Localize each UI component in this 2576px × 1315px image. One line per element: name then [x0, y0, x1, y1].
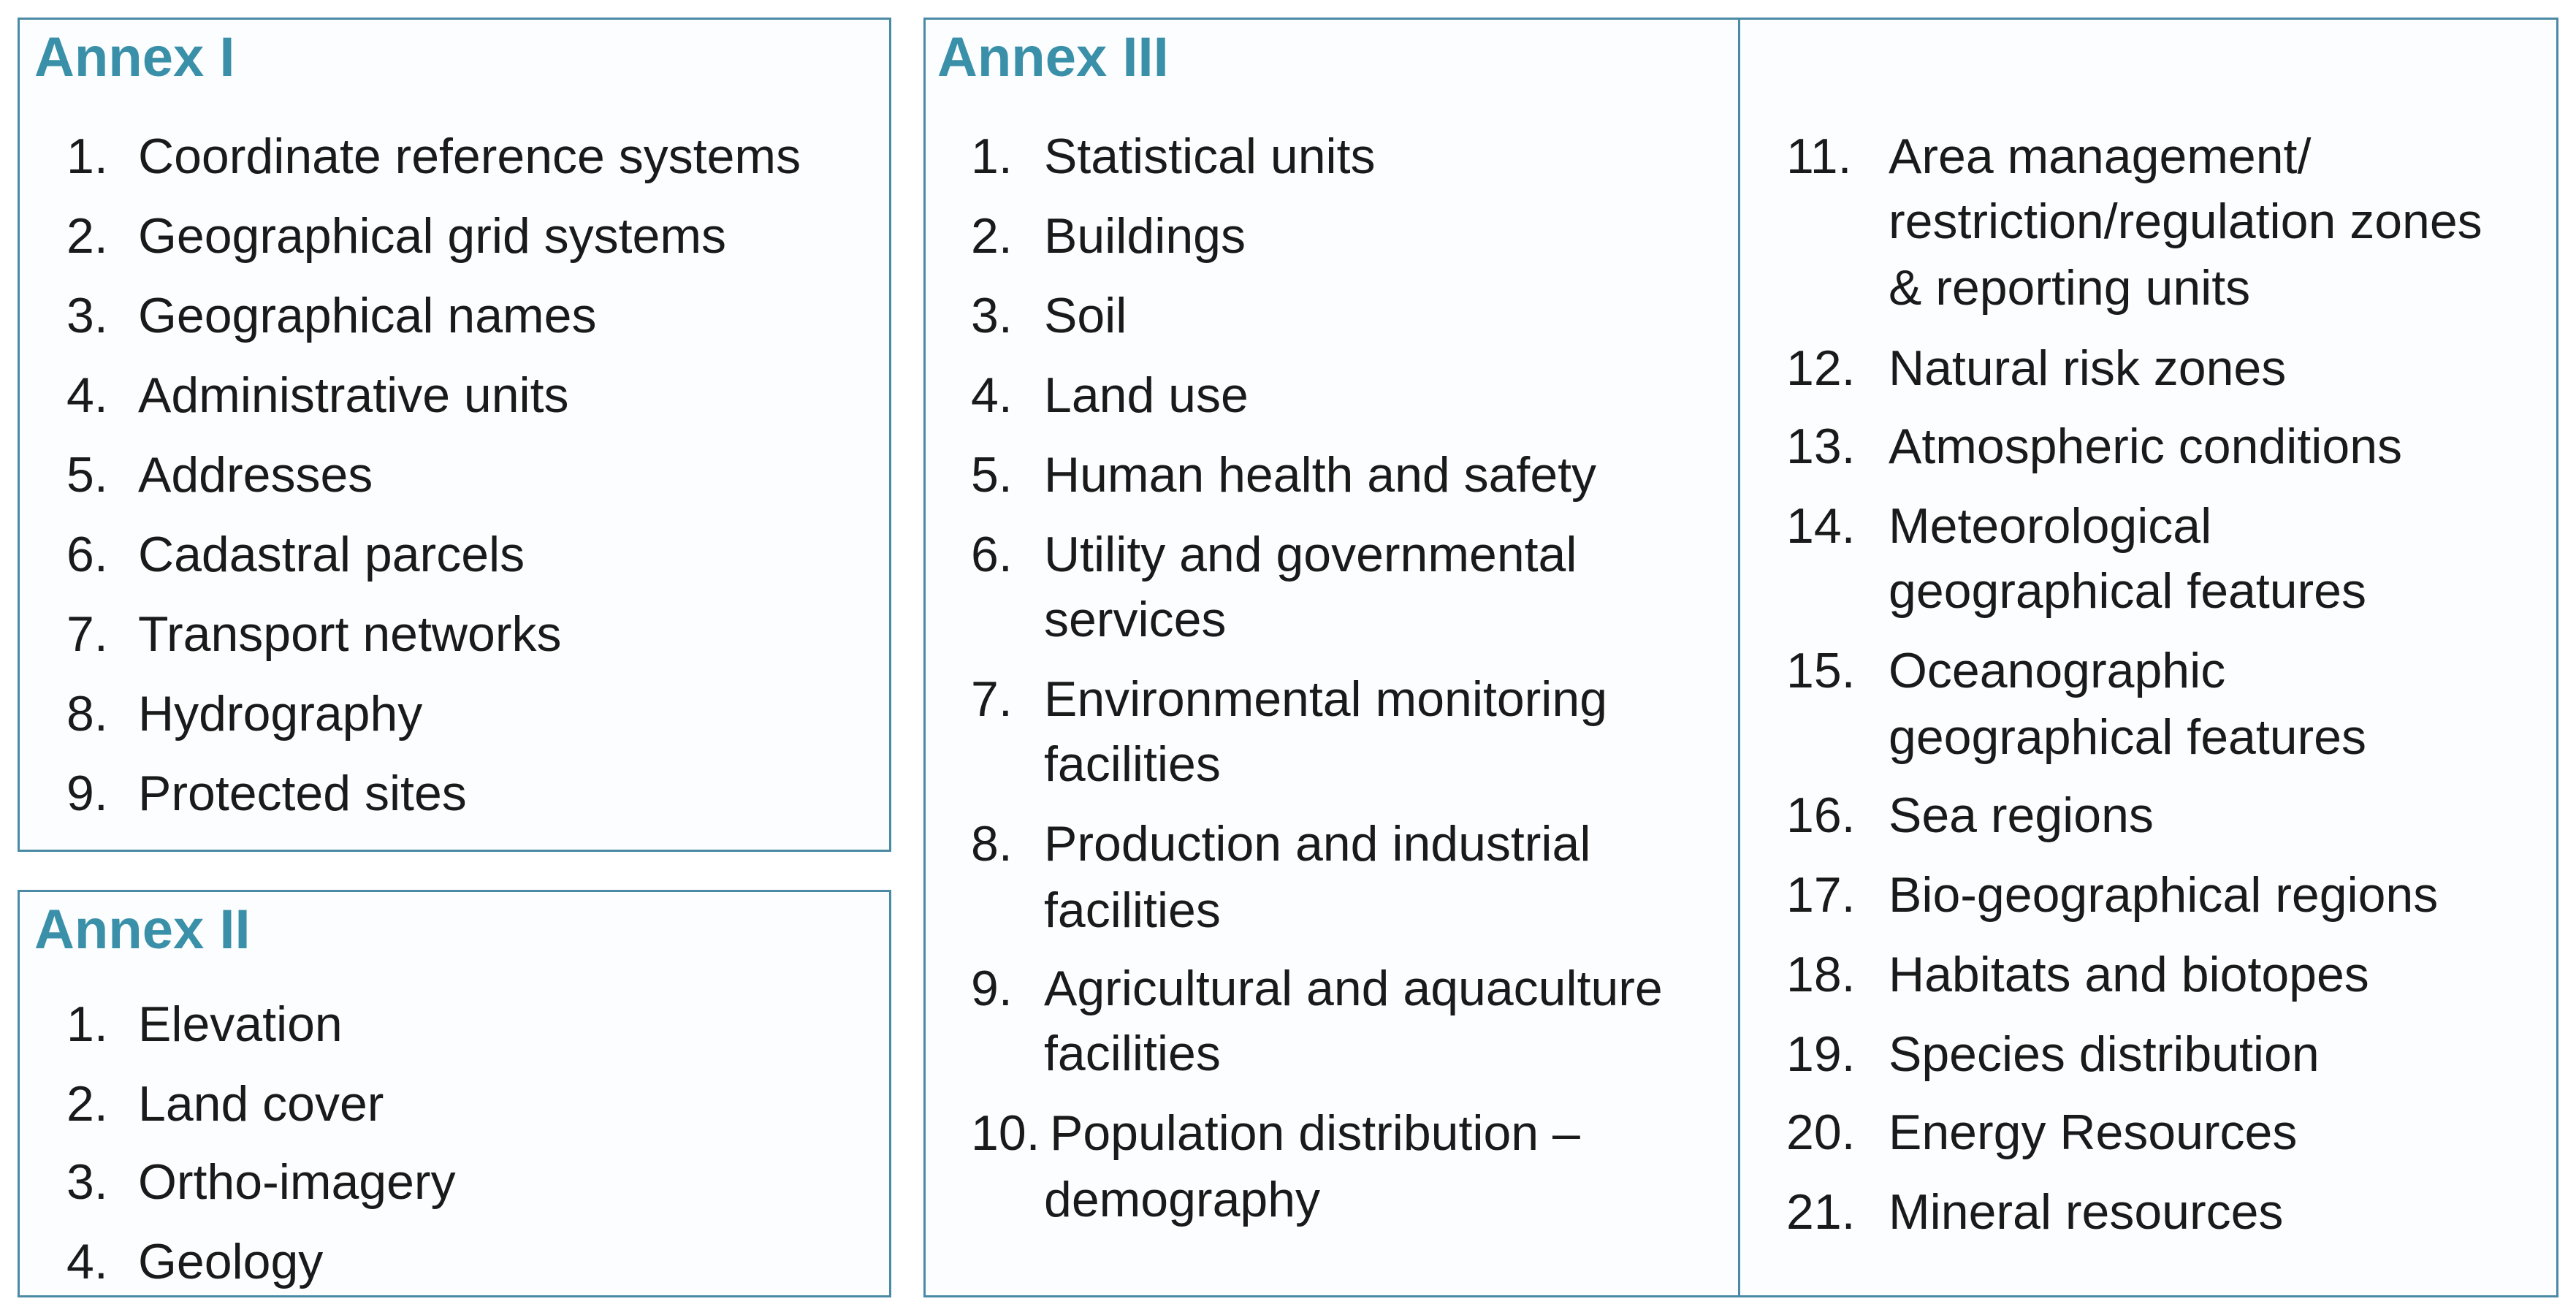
annex-3-panel: Annex III 1. Statistical units 2. Buildi…: [923, 18, 2558, 1297]
annex-3-title: Annex III: [937, 26, 1169, 88]
annex-2-panel: Annex II 1. Elevation 2. Land cover 3. O…: [18, 890, 891, 1297]
annex-1-title: Annex I: [34, 26, 235, 88]
column-divider: [1738, 20, 1740, 1295]
annex-1-panel: Annex I 1. Coordinate reference systems …: [18, 18, 891, 852]
annex-2-title: Annex II: [34, 899, 251, 961]
